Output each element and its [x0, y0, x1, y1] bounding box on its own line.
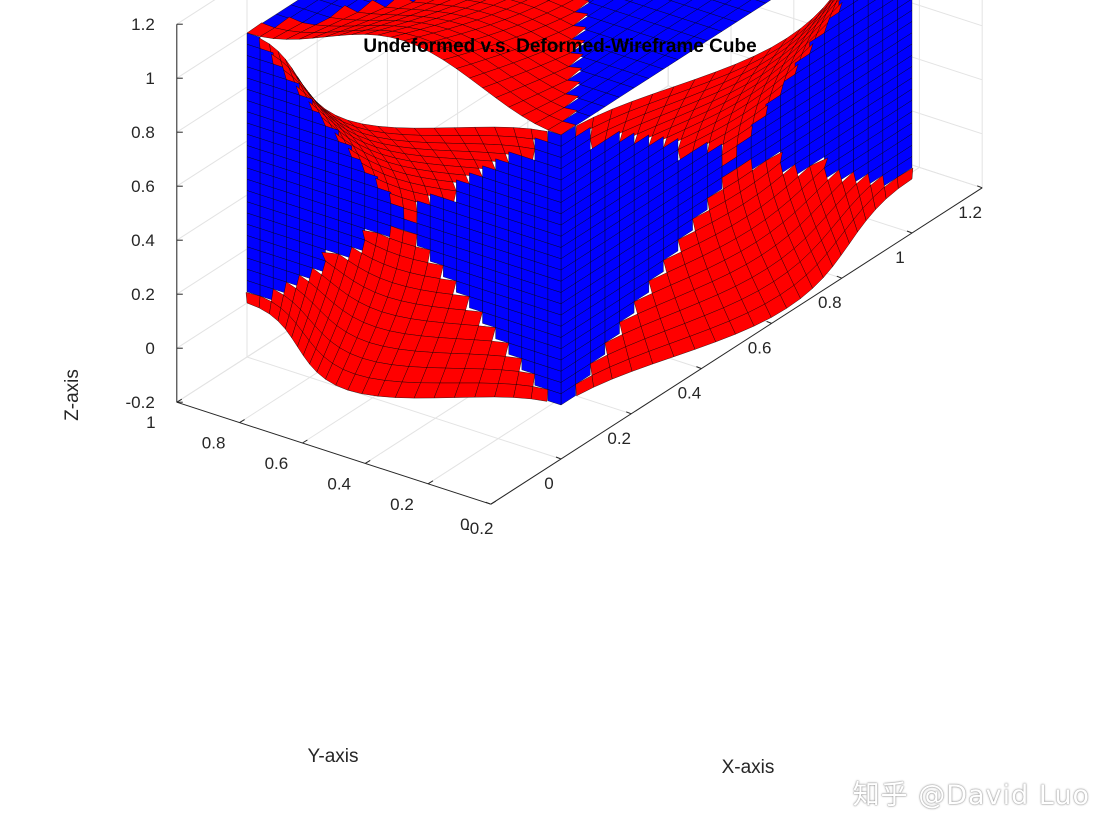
x-tick-label: 0.6: [748, 338, 772, 357]
x-tick-mark: [906, 230, 913, 234]
x-tick-label: 0.2: [607, 429, 631, 448]
y-tick-mark: [239, 419, 245, 424]
mesh-quad: [501, 356, 523, 372]
mesh-quad: [494, 383, 517, 398]
y-tick-mark: [302, 439, 308, 444]
x-tick-mark: [696, 366, 702, 370]
x-tick-label: 0.4: [678, 384, 702, 403]
x-tick-mark: [977, 185, 983, 189]
mesh-quad: [547, 389, 562, 406]
z-tick-label: -0.2: [126, 393, 155, 412]
x-tick-mark: [485, 501, 491, 505]
mesh-quad: [436, 278, 457, 295]
x-tick-mark: [836, 275, 842, 279]
mesh-quad: [474, 382, 499, 398]
x-tick-mark: [555, 456, 562, 460]
x-axis-line: [490, 187, 983, 505]
y-tick-label: 0.4: [327, 474, 351, 493]
y-tick-mark: [364, 459, 371, 464]
y-tick-label: 0.8: [202, 434, 226, 453]
z-tick-label: 1.2: [131, 15, 155, 34]
y-axis-line: [176, 401, 491, 505]
z-tick-label: 0.8: [131, 123, 155, 142]
z-tick-label: 0.4: [131, 231, 155, 250]
x-tick-mark: [766, 320, 772, 324]
mesh-quad: [487, 340, 510, 357]
mesh-quad: [547, 121, 577, 136]
x-tick-label: 0.8: [818, 293, 842, 312]
x-tick-label: 1.2: [958, 203, 982, 222]
x-tick-label: 1: [895, 248, 904, 267]
y-tick-label: 0.6: [265, 454, 289, 473]
tick-labels: -0.200.20.40.60.811.200.20.40.60.81-0.20…: [126, 15, 983, 538]
mesh-quad: [515, 371, 536, 387]
mesh-quad: [530, 386, 549, 402]
y-tick-mark: [427, 480, 434, 485]
mesh-quad: [513, 384, 534, 400]
z-tick-label: 0.6: [131, 177, 155, 196]
x-axis-label: X-axis: [722, 757, 775, 778]
y-tick-label: 0.2: [390, 495, 414, 514]
x-tick-label: 0: [544, 474, 553, 493]
x-tick-label: -0.2: [464, 519, 493, 538]
y-tick-mark: [490, 500, 497, 505]
z-tick-label: 1: [145, 69, 154, 88]
y-tick-label: 1: [146, 413, 155, 432]
mesh-quad: [575, 375, 594, 397]
chart-title: Undeformed v.s. Deformed-Wireframe Cube: [363, 36, 757, 57]
x-tick-mark: [626, 411, 632, 415]
grid-line-z-side: [901, 0, 983, 27]
z-tick-label: 0: [145, 339, 154, 358]
cube-surfaces: [245, 0, 914, 406]
y-axis-label: Y-axis: [307, 746, 358, 767]
y-tick-label: 0: [460, 515, 469, 534]
grid-line-x-floor: [246, 356, 562, 460]
watermark: 知乎 @David Luo: [852, 780, 1090, 811]
mesh-quad: [497, 369, 520, 385]
z-axis-label: Z-axis: [62, 369, 83, 421]
z-tick-label: 0.2: [131, 285, 155, 304]
axes: [176, 23, 983, 505]
